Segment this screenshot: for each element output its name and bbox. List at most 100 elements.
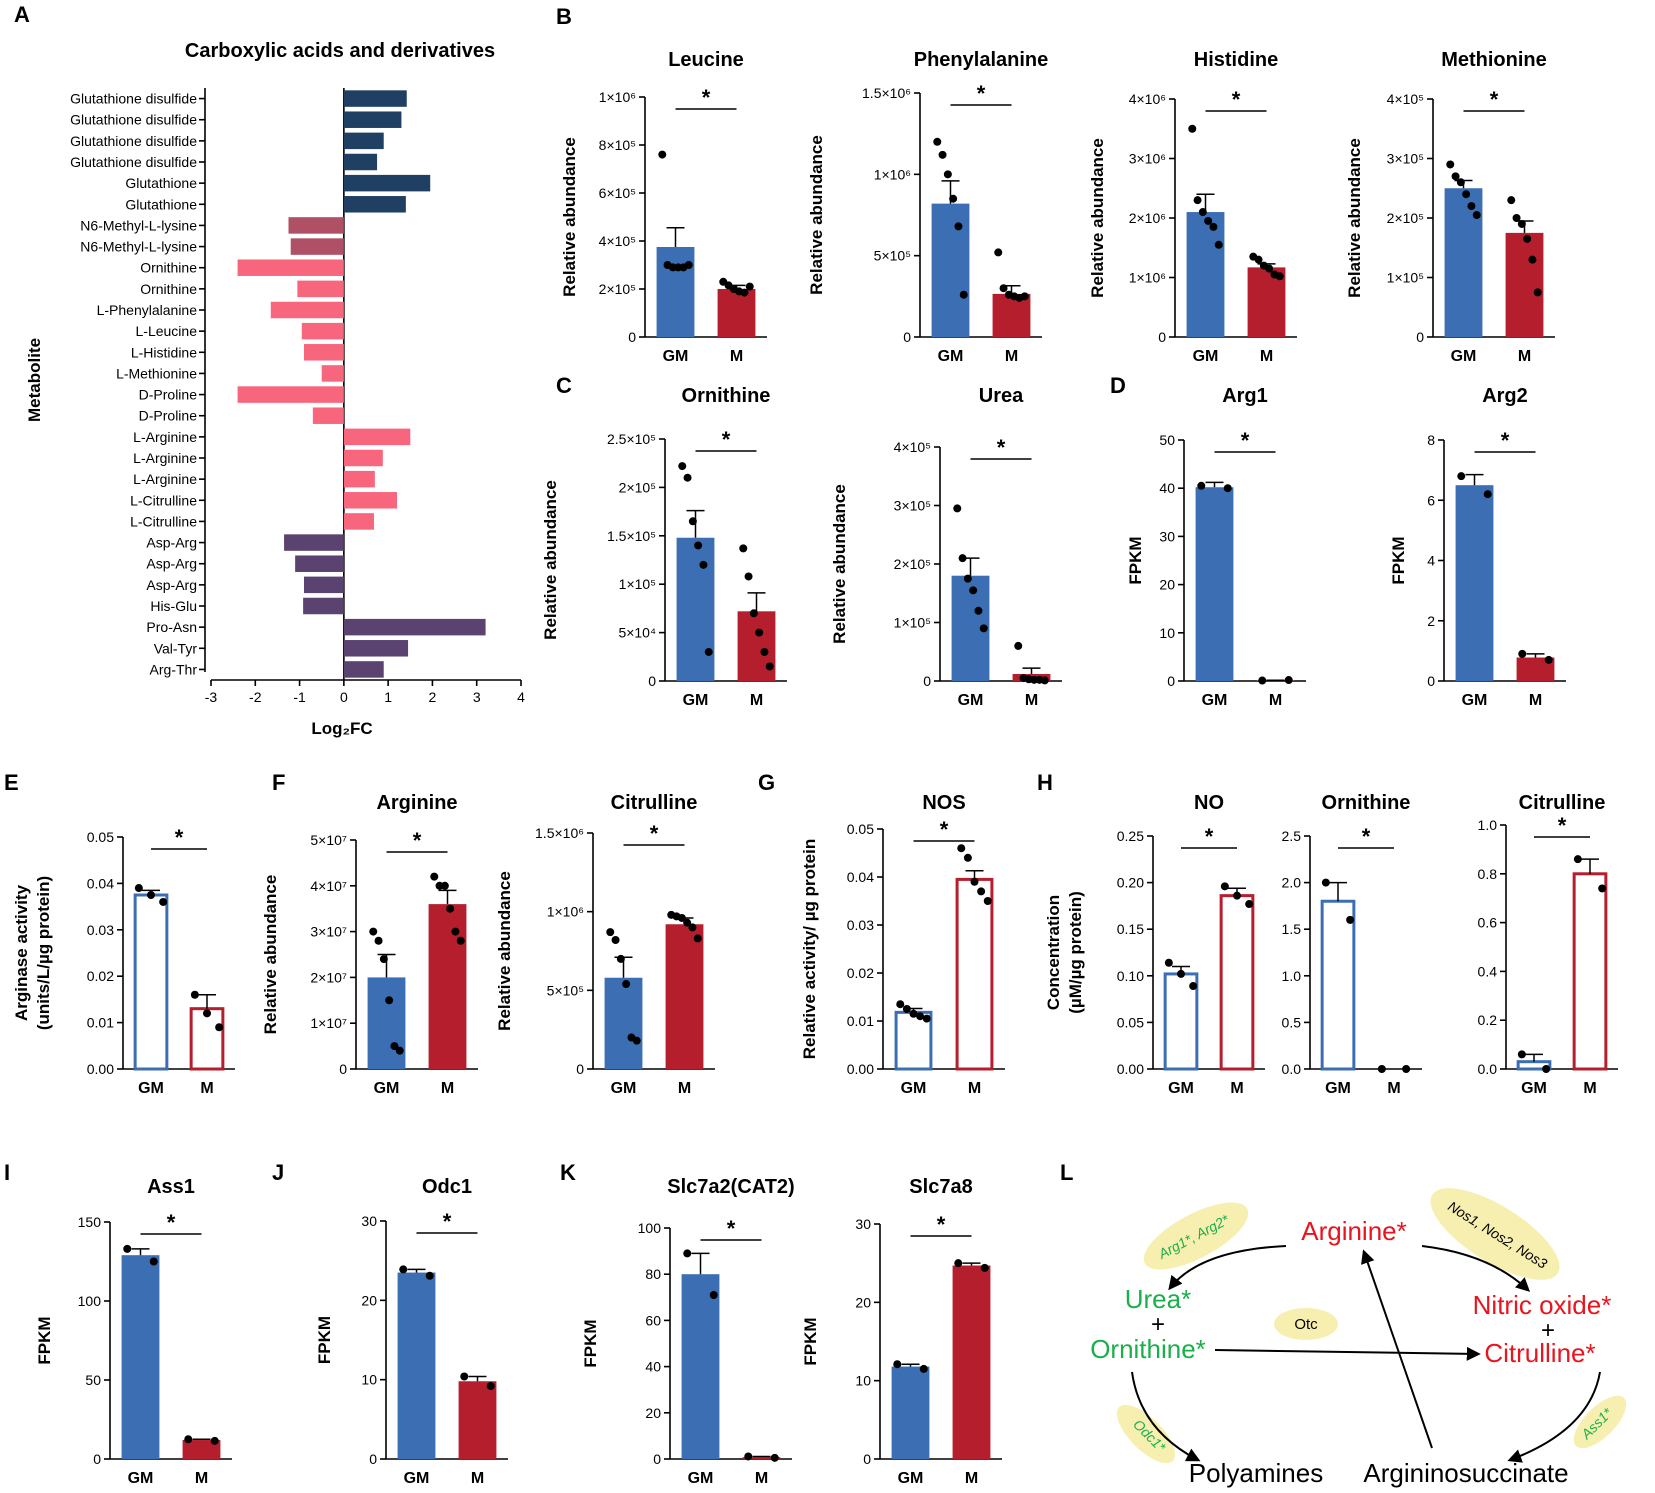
category-label: Ornithine xyxy=(140,281,197,297)
data-point xyxy=(943,170,952,179)
bar-gm xyxy=(1444,188,1483,337)
x-category-label: M xyxy=(968,1080,981,1097)
data-point xyxy=(688,517,697,526)
data-point xyxy=(1533,288,1542,297)
y-tick-label: 0 xyxy=(863,1451,871,1467)
significance-star: * xyxy=(1490,87,1499,112)
data-point xyxy=(963,574,972,583)
ornithine-label: Ornithine* xyxy=(1090,1334,1206,1364)
y-tick-label: 0 xyxy=(1416,329,1424,345)
bar-gm xyxy=(121,1255,160,1459)
data-point xyxy=(983,897,992,905)
y-tick-label: 30 xyxy=(855,1216,871,1232)
significance-star: * xyxy=(175,825,184,850)
y-axis-label: Relative activity/ µg protein xyxy=(800,839,819,1059)
bars xyxy=(237,90,486,678)
significance-star: * xyxy=(727,1216,736,1241)
data-point xyxy=(390,1042,399,1051)
data-point xyxy=(190,990,199,999)
data-point xyxy=(1014,641,1023,650)
y-tick-label: 0.0 xyxy=(1282,1061,1302,1077)
bar-gm xyxy=(676,537,715,681)
data-point xyxy=(1472,211,1481,220)
bar xyxy=(312,407,344,424)
panel-h-citrulline-chart: Citrulline 0.0 0.2 0.4 0.6 0.8 1.0 GM M * xyxy=(1478,792,1618,1097)
enzyme-otc-label: Otc xyxy=(1294,1316,1318,1333)
data-point xyxy=(970,877,979,886)
y-tick-label: 0 xyxy=(1427,673,1435,689)
y-tick-label: 1.0 xyxy=(1282,968,1302,984)
y-axis-label: FPKM xyxy=(35,1316,54,1364)
data-point xyxy=(134,884,143,893)
category-label: L-Methionine xyxy=(116,365,197,381)
data-point xyxy=(123,1244,132,1253)
data-point xyxy=(611,935,620,944)
y-axis-label: Relative abundance xyxy=(560,137,579,297)
chart-title: Arg2 xyxy=(1482,385,1528,407)
data-point xyxy=(953,504,962,513)
data-point xyxy=(1528,255,1537,264)
bar xyxy=(343,513,374,530)
bar-gm xyxy=(1455,485,1494,681)
y-tick-label: 80 xyxy=(645,1266,661,1282)
y-tick-label: 0.25 xyxy=(1117,828,1144,844)
bar xyxy=(303,597,344,615)
bar-m xyxy=(428,904,467,1069)
chart-title: Phenylalanine xyxy=(914,49,1049,71)
panel-h-ornithine-chart: Ornithine 0.0 0.5 1.0 1.5 2.0 2.5 GM M * xyxy=(1282,792,1422,1097)
category-label: Glutathione xyxy=(125,196,197,212)
chart-title: Citrulline xyxy=(611,792,698,814)
panel-a-chart: Carboxylic acids and derivatives Metabol… xyxy=(25,40,525,738)
data-point xyxy=(1544,655,1553,664)
panel-b-histidine-chart: Histidine 0 1×10⁶ 2×10⁶ 3×10⁶ 4×10⁶ Relative a… xyxy=(1088,49,1297,365)
category-label: Glutathione disulfide xyxy=(70,133,197,149)
data-point xyxy=(902,1005,911,1013)
data-point xyxy=(1346,915,1355,924)
data-point xyxy=(1258,676,1267,685)
data-point xyxy=(1507,196,1516,205)
data-point xyxy=(1598,884,1607,893)
data-point xyxy=(210,1436,219,1445)
y-tick-label: 0.05 xyxy=(87,829,114,845)
bar xyxy=(343,470,375,488)
x-tick-label: -1 xyxy=(293,689,306,705)
x-category-label: GM xyxy=(938,348,964,365)
y-tick-label: 8×10⁵ xyxy=(599,137,636,153)
y-tick-label: 1×10⁶ xyxy=(547,904,584,920)
panel-b-leucine-chart: Leucine 0 2×10⁵ 4×10⁵ 6×10⁵ 8×10⁵ 1×10⁶ Relativ… xyxy=(560,49,767,365)
data-point xyxy=(1254,255,1263,264)
data-point xyxy=(1020,292,1029,301)
data-point xyxy=(425,1271,434,1280)
data-point xyxy=(149,1257,158,1266)
y-tick-label: 4×10⁵ xyxy=(894,439,931,455)
y-axis-label: Arginase activity xyxy=(12,884,31,1021)
data-point xyxy=(1223,484,1232,493)
x-tick-label: -3 xyxy=(205,689,218,705)
y-tick-label: 0 xyxy=(93,1451,101,1467)
data-point xyxy=(1245,900,1254,909)
x-tick-label: 3 xyxy=(473,689,481,705)
y-axis-label: Relative abundance xyxy=(1345,138,1364,298)
y-tick-label: 0.20 xyxy=(1117,875,1144,891)
bar-m xyxy=(742,1457,781,1459)
data-point xyxy=(745,282,754,291)
data-point xyxy=(969,586,978,595)
y-axis-label: FPKM xyxy=(1126,536,1145,584)
significance-star: * xyxy=(997,435,1006,460)
plus-sign-left: + xyxy=(1151,1311,1165,1338)
y-tick-label: 4×10⁵ xyxy=(1387,91,1424,107)
significance-star: * xyxy=(413,828,422,853)
y-tick-label: 0 xyxy=(653,1451,661,1467)
data-point xyxy=(379,955,388,964)
y-tick-label: 5×10⁴ xyxy=(618,625,656,641)
y-tick-label: 1.5 xyxy=(1282,921,1302,937)
x-category-label: GM xyxy=(1462,692,1488,709)
significance-star: * xyxy=(977,81,986,106)
y-tick-label: 0 xyxy=(339,1061,347,1077)
data-point xyxy=(1467,202,1476,211)
y-tick-label: 40 xyxy=(1159,480,1175,496)
y-tick-label: 0.5 xyxy=(1282,1014,1302,1030)
x-category-label: M xyxy=(965,1470,978,1487)
panel-g-nos-chart: NOS 0.00 0.01 0.02 0.03 0.04 0.05 Relative acti… xyxy=(800,792,1005,1097)
y-tick-label: 0.03 xyxy=(847,917,874,933)
